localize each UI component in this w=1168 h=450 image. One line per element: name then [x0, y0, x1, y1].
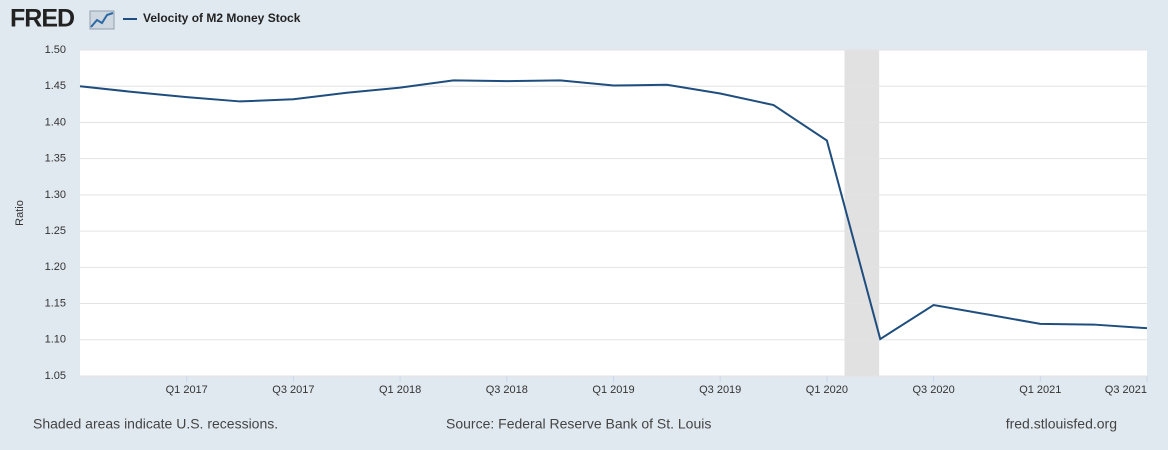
y-axis-label: Ratio [14, 200, 26, 226]
x-tick-label: Q3 2017 [272, 384, 314, 396]
x-tick-label: Q3 2021 [1105, 384, 1147, 396]
x-tick-label: Q3 2019 [699, 384, 741, 396]
x-tick-label: Q1 2017 [166, 384, 208, 396]
x-tick-label: Q3 2020 [912, 384, 954, 396]
y-tick-label: 1.15 [45, 297, 66, 309]
recession-band [844, 50, 880, 376]
footer-url: fred.stlouisfed.org [1006, 416, 1117, 432]
series-line [79, 79, 1148, 341]
y-tick-label: 1.20 [45, 261, 66, 273]
x-tick-label: Q3 2018 [486, 384, 528, 396]
y-tick-label: 1.40 [45, 116, 66, 128]
x-tick-label: Q1 2021 [1019, 384, 1061, 396]
logo-icon [89, 10, 115, 30]
footer-source: Source: Federal Reserve Bank of St. Loui… [446, 416, 711, 432]
x-tick-label: Q1 2019 [592, 384, 634, 396]
y-tick-label: 1.45 [45, 80, 66, 92]
footer-note: Shaded areas indicate U.S. recessions. [33, 416, 278, 432]
plot-area [80, 50, 1147, 376]
y-tick-label: 1.35 [45, 153, 66, 165]
x-tick-label: Q1 2020 [806, 384, 848, 396]
x-tick-label: Q1 2018 [379, 384, 421, 396]
y-tick-label: 1.10 [45, 334, 66, 346]
y-tick-label: 1.30 [45, 189, 66, 201]
logo: FRED [10, 5, 74, 33]
legend-label: Velocity of M2 Money Stock [143, 11, 301, 25]
y-tick-label: 1.25 [45, 225, 66, 237]
y-tick-label: 1.50 [45, 44, 66, 56]
y-tick-label: 1.05 [45, 370, 66, 382]
